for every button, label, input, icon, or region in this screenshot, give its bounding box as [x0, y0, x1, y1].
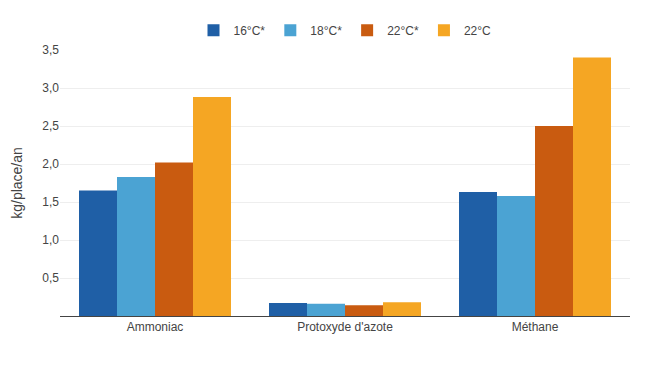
svg-text:Protoxyde d'azote: Protoxyde d'azote	[297, 320, 393, 334]
svg-text:16°C*: 16°C*	[234, 24, 266, 38]
svg-text:3,5: 3,5	[42, 43, 59, 57]
svg-text:22°C: 22°C	[464, 24, 491, 38]
svg-text:1,5: 1,5	[42, 195, 59, 209]
svg-text:Ammoniac: Ammoniac	[127, 320, 184, 334]
svg-text:18°C*: 18°C*	[310, 24, 342, 38]
svg-text:Méthane: Méthane	[512, 320, 559, 334]
svg-text:0,5: 0,5	[42, 271, 59, 285]
svg-text:2,0: 2,0	[42, 157, 59, 171]
svg-text:3,0: 3,0	[42, 81, 59, 95]
svg-text:22°C*: 22°C*	[387, 24, 419, 38]
svg-text:1,0: 1,0	[42, 233, 59, 247]
svg-text:2,5: 2,5	[42, 119, 59, 133]
svg-text:kg/place/an: kg/place/an	[9, 147, 25, 219]
